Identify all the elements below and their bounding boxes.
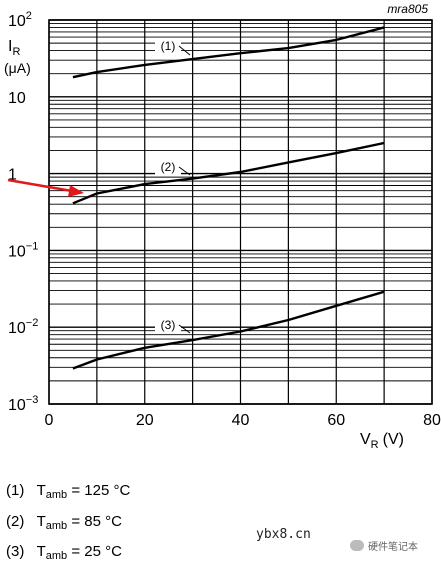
legend-sub-2: amb bbox=[45, 520, 68, 532]
wechat-icon bbox=[350, 540, 364, 551]
series-line-1 bbox=[72, 26, 385, 79]
series-label-bg-2 bbox=[155, 160, 181, 175]
x-tick-label: 60 bbox=[327, 412, 345, 429]
legend-item-1: (1) Tamb = 125 °C bbox=[6, 481, 130, 505]
x-axis-label: VR (V) bbox=[360, 431, 404, 451]
x-tick-label: 20 bbox=[136, 412, 154, 429]
watermark-brand-text: 硬件笔记本 bbox=[368, 542, 418, 553]
legend-num-3: (3) bbox=[6, 543, 25, 560]
chart-svg: (1) (2) (3) mra805 102 10 1 10−1 10−2 10−3 0 20 40 60… bbox=[4, 2, 441, 451]
series-label-leader-3 bbox=[178, 324, 191, 334]
figure-id: mra805 bbox=[387, 2, 428, 16]
x-tick-label: 40 bbox=[232, 412, 250, 429]
y-axis-unit: (μA) bbox=[4, 60, 31, 76]
series-line-2 bbox=[72, 141, 385, 205]
legend-item-2: (2) Tamb = 85 °C bbox=[6, 512, 122, 536]
y-tick-label: 10−1 bbox=[8, 240, 38, 260]
series-line-3 bbox=[72, 290, 385, 370]
legend-t-1: T bbox=[36, 482, 46, 499]
annotation-arrow-shaft bbox=[7, 178, 73, 193]
x-axis-unit: (V) bbox=[383, 431, 404, 448]
series-label-leader-1 bbox=[178, 45, 191, 56]
y-axis-label-sub: R bbox=[12, 46, 20, 58]
y-tick-exponent: −2 bbox=[26, 317, 39, 329]
y-tick-exponent: −3 bbox=[26, 394, 39, 406]
x-tick-label: 80 bbox=[423, 412, 441, 429]
legend-num-1: (1) bbox=[6, 482, 25, 499]
annotation-arrow-head bbox=[68, 185, 84, 197]
y-tick-label: 10−2 bbox=[8, 317, 38, 337]
y-tick-label: 1 bbox=[8, 167, 17, 184]
y-tick-exponent: −1 bbox=[26, 240, 39, 252]
y-tick-label: 102 bbox=[8, 10, 32, 30]
series-label-2: (2) bbox=[161, 160, 176, 174]
y-tick-label: 10 bbox=[8, 90, 26, 107]
watermark-brand: 硬件笔记本 bbox=[350, 538, 418, 553]
legend-eq-2: = 85 °C bbox=[71, 513, 122, 530]
series-label-bg-3 bbox=[155, 318, 181, 333]
series-label-leader-2 bbox=[178, 166, 191, 176]
y-axis-label: IR bbox=[8, 38, 20, 58]
plot-frame bbox=[48, 19, 433, 405]
y-tick-exponent: 2 bbox=[26, 10, 32, 22]
legend-eq-3: = 25 °C bbox=[71, 543, 122, 560]
x-axis-label-sub: R bbox=[371, 439, 379, 451]
series-label-3: (3) bbox=[161, 318, 176, 332]
legend-t-3: T bbox=[36, 543, 46, 560]
series-label-bg-1 bbox=[155, 39, 181, 54]
legend-item-3: (3) Tamb = 25 °C bbox=[6, 542, 122, 566]
legend-eq-1: = 125 °C bbox=[71, 482, 131, 499]
legend-sub-3: amb bbox=[45, 550, 68, 562]
series-label-1: (1) bbox=[161, 39, 176, 53]
legend-t-2: T bbox=[36, 513, 46, 530]
legend-sub-1: amb bbox=[45, 489, 68, 501]
x-tick-label: 0 bbox=[45, 412, 54, 429]
legend-num-2: (2) bbox=[6, 513, 25, 530]
y-tick-label: 10−3 bbox=[8, 394, 38, 414]
watermark-site: ybx8.cn bbox=[256, 527, 311, 542]
